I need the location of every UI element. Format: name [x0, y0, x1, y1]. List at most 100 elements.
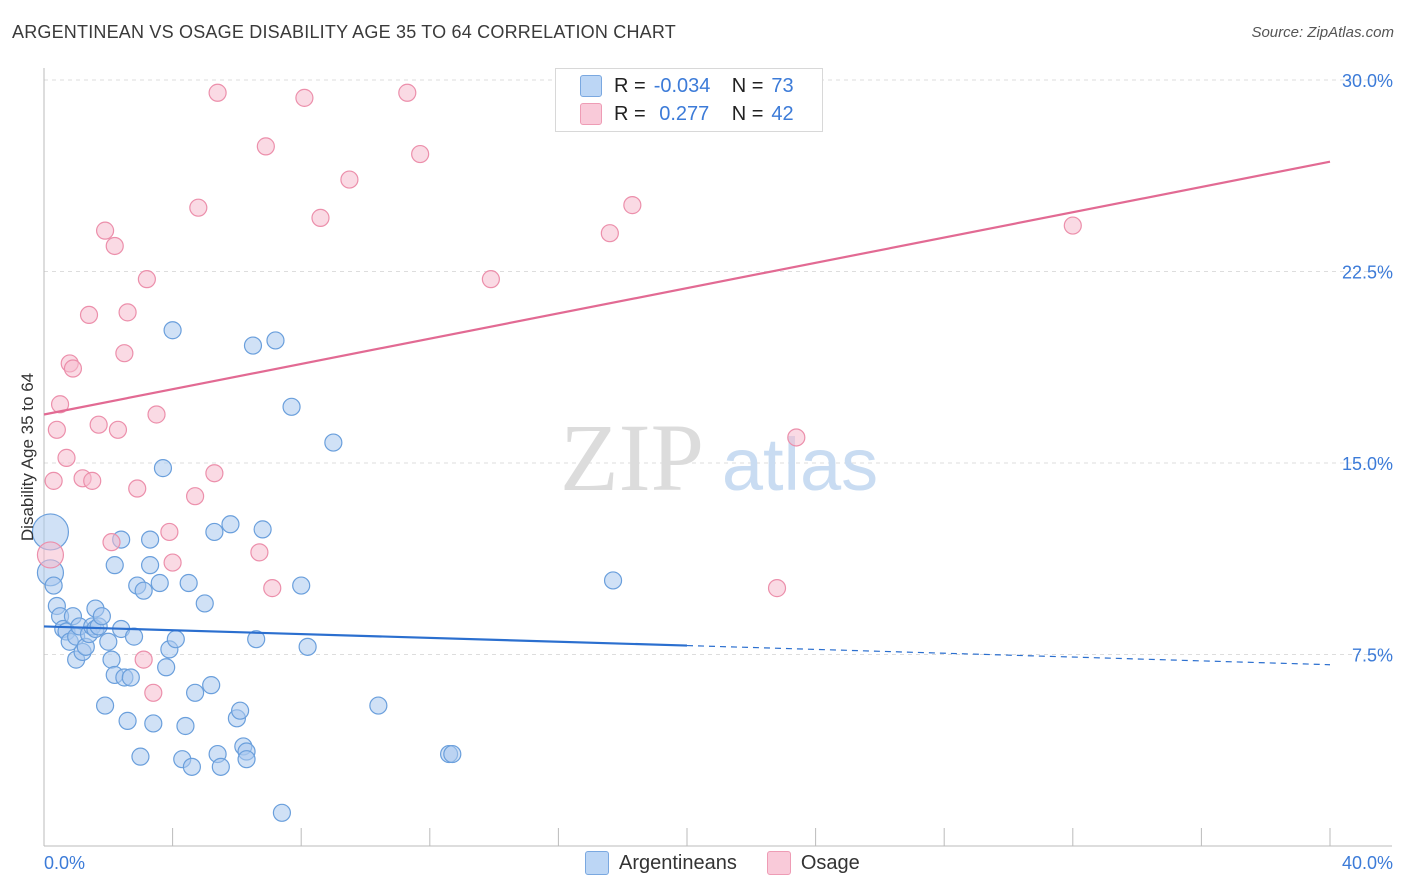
x-tick-label: 40.0% — [1342, 853, 1393, 873]
argentineans-point — [324, 433, 343, 452]
osage-point — [163, 553, 182, 572]
legend-r-value-1: -0.034 — [653, 74, 711, 97]
argentineans-point — [292, 576, 311, 595]
argentineans-point — [163, 321, 182, 340]
osage-point — [108, 420, 128, 439]
argentineans-point — [179, 573, 198, 593]
osage-point — [57, 448, 76, 467]
y-tick-label: 30.0% — [1342, 71, 1393, 91]
osage-point — [787, 428, 806, 447]
x-tick-label: 0.0% — [44, 853, 85, 873]
osage-point — [134, 650, 153, 669]
argentineans-point — [282, 397, 301, 416]
argentineans-point — [95, 696, 115, 715]
argentineans-trend-extension — [686, 644, 1331, 666]
argentineans-point — [176, 716, 195, 736]
argentineans-point — [443, 744, 462, 764]
bottom-legend-label-argentineans: Argentineans — [619, 851, 737, 874]
argentineans-point — [150, 573, 169, 593]
argentineans-point — [105, 556, 124, 575]
argentineans-point — [140, 556, 160, 575]
argentineans-point — [221, 515, 240, 534]
argentineans-point — [266, 331, 285, 350]
osage-point — [250, 543, 269, 562]
osage-point — [147, 405, 166, 424]
watermark-zip: ZIP — [560, 404, 704, 511]
osage-point — [128, 479, 147, 498]
osage-point — [295, 88, 314, 107]
osage-point — [102, 533, 121, 552]
argentineans-point — [182, 757, 201, 776]
osage-point — [105, 236, 124, 256]
argentineans-trend-line — [43, 625, 688, 647]
osage-point — [411, 144, 430, 164]
argentineans-point — [99, 632, 118, 651]
bottom-legend-label-osage: Osage — [800, 851, 860, 874]
legend-n-value-1: 73 — [771, 74, 794, 97]
argentineans-point — [195, 594, 214, 613]
legend-n-label: N = — [731, 102, 764, 125]
trend-layer — [43, 160, 1331, 666]
osage-point — [263, 579, 282, 598]
argentineans-point — [237, 750, 256, 769]
bottom-legend-swatch-pink — [766, 851, 791, 875]
argentineans-point — [153, 459, 173, 478]
osage-point — [340, 170, 359, 189]
legend-swatch-blue — [580, 75, 602, 97]
argentineans-point — [92, 607, 111, 626]
argentineans-point — [131, 747, 150, 766]
argentineans-point — [102, 650, 121, 669]
osage-point — [44, 471, 63, 490]
osage-point — [623, 196, 642, 215]
osage-point — [481, 270, 500, 289]
osage-point — [398, 83, 417, 102]
osage-point — [95, 221, 115, 240]
axis-layer: 7.5% 15.0% 22.5% 30.0% 0.0% 40.0% — [43, 68, 1393, 873]
bottom-legend: Argentineans Osage — [585, 851, 890, 875]
argentineans-point — [231, 701, 250, 720]
osage-trend-line — [43, 160, 1331, 416]
osage-point — [1063, 216, 1082, 235]
argentineans-point — [166, 630, 185, 649]
argentineans-point — [186, 683, 205, 702]
bottom-legend-osage: Osage — [766, 851, 860, 875]
y-tick-label: 22.5% — [1342, 263, 1393, 283]
osage-point — [50, 395, 70, 414]
legend-row-osage: R = 0.277 N = 42 — [580, 101, 794, 127]
bottom-legend-swatch-blue — [585, 851, 609, 875]
legend-swatch-pink — [580, 103, 602, 125]
argentineans-point — [298, 637, 317, 656]
argentineans-point — [369, 696, 388, 715]
osage-point — [600, 224, 619, 243]
legend-n-label: N = — [731, 74, 764, 97]
argentineans-point — [202, 676, 221, 695]
argentineans-point — [205, 522, 224, 542]
argentineans-point — [603, 571, 623, 590]
points-layer — [31, 83, 1082, 822]
osage-point — [89, 415, 108, 434]
osage-point — [189, 198, 208, 217]
legend-r-label: R = — [614, 74, 646, 97]
argentineans-point — [253, 520, 272, 539]
osage-point — [208, 83, 227, 102]
argentineans-point — [272, 803, 292, 822]
argentineans-point — [140, 530, 160, 549]
osage-point — [137, 270, 156, 289]
argentineans-point — [144, 714, 163, 733]
source-label: Source: ZipAtlas.com — [1251, 24, 1394, 41]
osage-point — [83, 471, 102, 490]
osage-point — [79, 305, 99, 325]
osage-point — [256, 137, 275, 156]
bottom-legend-argentineans: Argentineans — [585, 851, 737, 875]
osage-point — [311, 208, 330, 227]
grid-layer — [44, 79, 1390, 655]
legend-r-value-2: 0.277 — [653, 102, 710, 125]
argentineans-point — [157, 658, 176, 677]
argentineans-point — [118, 711, 137, 730]
argentineans-point — [243, 336, 263, 355]
y-tick-label: 7.5% — [1352, 646, 1393, 666]
argentineans-point — [124, 627, 144, 646]
legend-r-label: R = — [614, 102, 646, 125]
osage-point — [63, 359, 83, 378]
